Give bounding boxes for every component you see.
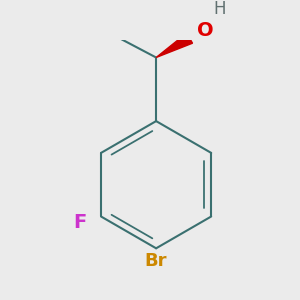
Text: F: F (73, 213, 86, 232)
Text: H: H (214, 0, 226, 18)
Text: Br: Br (145, 251, 167, 269)
Text: O: O (197, 21, 213, 40)
Polygon shape (156, 33, 193, 58)
